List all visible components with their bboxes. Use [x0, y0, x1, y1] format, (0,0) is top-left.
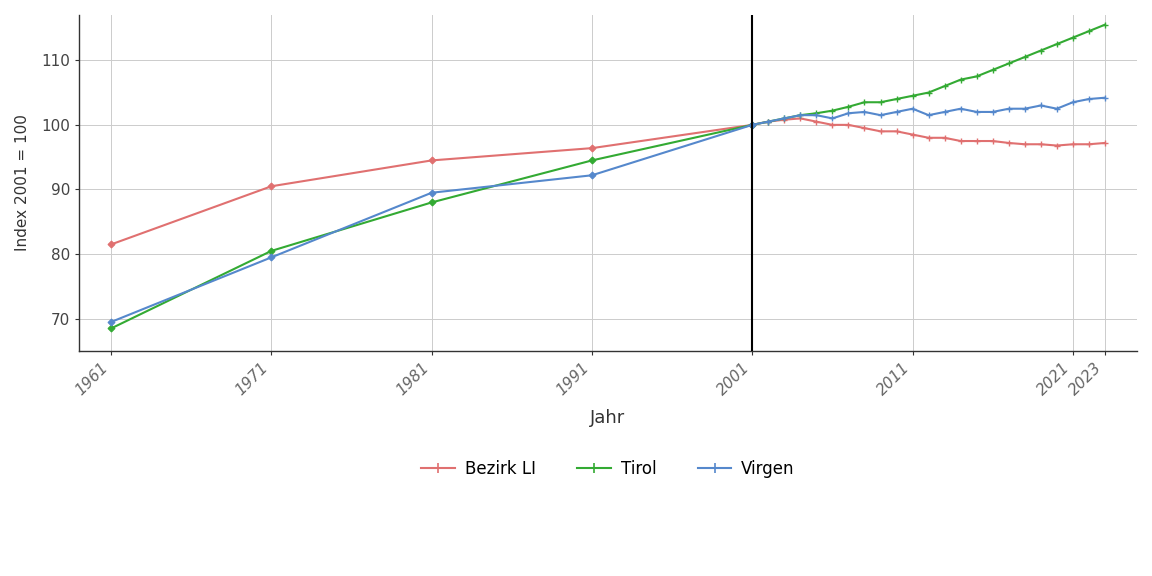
- Bezirk LI: [1082, 141, 1096, 147]
- Bezirk LI: [826, 122, 840, 128]
- Tirol: [905, 92, 919, 99]
- Virgen: [905, 105, 919, 112]
- Line: Bezirk LI: Bezirk LI: [749, 115, 1108, 149]
- Bezirk LI: [810, 118, 824, 125]
- Virgen: [1033, 102, 1047, 109]
- Tirol: [794, 112, 808, 119]
- Bezirk LI: [1018, 141, 1032, 147]
- Virgen: [986, 108, 1000, 115]
- Bezirk LI: [1033, 141, 1047, 147]
- Tirol: [1018, 54, 1032, 60]
- Bezirk LI: [778, 116, 791, 123]
- Tirol: [810, 110, 824, 117]
- Virgen: [1049, 105, 1063, 112]
- Bezirk LI: [954, 138, 968, 145]
- Virgen: [938, 108, 952, 115]
- Bezirk LI: [873, 128, 887, 135]
- Tirol: [1033, 47, 1047, 54]
- Virgen: [794, 112, 808, 119]
- Legend: Bezirk LI, Tirol, Virgen: Bezirk LI, Tirol, Virgen: [415, 453, 802, 485]
- Tirol: [938, 82, 952, 89]
- Tirol: [778, 115, 791, 122]
- Virgen: [857, 108, 871, 115]
- Bezirk LI: [1002, 139, 1016, 146]
- Virgen: [922, 112, 935, 119]
- Line: Virgen: Virgen: [749, 94, 1108, 128]
- Tirol: [1082, 28, 1096, 35]
- Tirol: [1066, 34, 1079, 41]
- Tirol: [1098, 21, 1112, 28]
- Bezirk LI: [745, 122, 759, 128]
- Virgen: [1098, 94, 1112, 101]
- Virgen: [954, 105, 968, 112]
- Virgen: [826, 115, 840, 122]
- Bezirk LI: [970, 138, 984, 145]
- Bezirk LI: [842, 122, 856, 128]
- Tirol: [826, 107, 840, 114]
- Virgen: [810, 112, 824, 119]
- Y-axis label: Index 2001 = 100: Index 2001 = 100: [15, 115, 30, 252]
- Bezirk LI: [1098, 139, 1112, 146]
- Tirol: [986, 66, 1000, 73]
- Tirol: [954, 76, 968, 83]
- Virgen: [1082, 96, 1096, 103]
- Tirol: [922, 89, 935, 96]
- Tirol: [1002, 60, 1016, 67]
- Bezirk LI: [922, 134, 935, 141]
- Tirol: [970, 73, 984, 80]
- Tirol: [1049, 41, 1063, 48]
- Tirol: [873, 99, 887, 106]
- Bezirk LI: [761, 118, 775, 125]
- Bezirk LI: [1066, 141, 1079, 147]
- Virgen: [873, 112, 887, 119]
- Virgen: [970, 108, 984, 115]
- Bezirk LI: [889, 128, 903, 135]
- Virgen: [842, 110, 856, 117]
- Tirol: [889, 96, 903, 103]
- Bezirk LI: [1049, 142, 1063, 149]
- Tirol: [745, 122, 759, 128]
- Virgen: [778, 115, 791, 122]
- Bezirk LI: [794, 115, 808, 122]
- Bezirk LI: [857, 124, 871, 131]
- Tirol: [842, 103, 856, 110]
- Virgen: [745, 122, 759, 128]
- Tirol: [857, 99, 871, 106]
- X-axis label: Jahr: Jahr: [590, 410, 626, 427]
- Virgen: [1066, 99, 1079, 106]
- Bezirk LI: [938, 134, 952, 141]
- Bezirk LI: [986, 138, 1000, 145]
- Bezirk LI: [905, 131, 919, 138]
- Virgen: [1018, 105, 1032, 112]
- Tirol: [761, 118, 775, 125]
- Virgen: [1002, 105, 1016, 112]
- Virgen: [761, 118, 775, 125]
- Line: Tirol: Tirol: [749, 21, 1108, 128]
- Virgen: [889, 108, 903, 115]
